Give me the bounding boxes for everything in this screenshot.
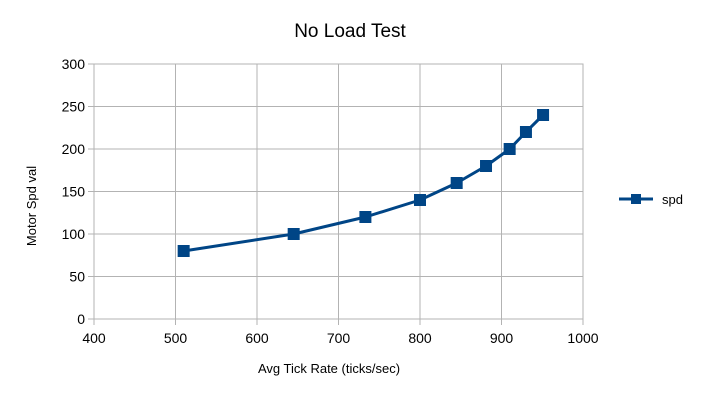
- data-point-marker: [414, 194, 426, 206]
- y-tick-label: 300: [62, 56, 86, 72]
- x-tick-label: 700: [327, 330, 351, 346]
- y-tick-label: 0: [77, 311, 85, 327]
- legend-marker: [631, 194, 641, 204]
- data-point-marker: [287, 228, 300, 240]
- data-point-marker: [359, 211, 372, 223]
- data-point-marker: [450, 177, 463, 189]
- x-tick-label: 500: [164, 330, 188, 346]
- x-tick-label: 600: [245, 330, 269, 346]
- tick-labels: 0 50 100 150 200 250 300 400 500 600 700 800 900 1000: [62, 56, 599, 346]
- x-axis-title: Avg Tick Rate (ticks/sec): [258, 361, 400, 376]
- x-tick-label: 400: [82, 330, 106, 346]
- series-line-spd: [182, 113, 545, 253]
- data-point-marker: [519, 126, 532, 138]
- data-point-marker: [480, 160, 493, 172]
- y-tick-label: 50: [69, 269, 85, 285]
- y-axis-title: Motor Spd val: [24, 166, 39, 246]
- y-tick-label: 150: [62, 184, 86, 200]
- y-tick-label: 100: [62, 226, 86, 242]
- data-point-marker: [503, 143, 516, 155]
- gridlines: [93, 63, 584, 320]
- y-tick-label: 250: [62, 99, 86, 115]
- legend: spd: [619, 192, 683, 207]
- chart-title: No Load Test: [294, 21, 406, 42]
- x-tick-label: 800: [408, 330, 432, 346]
- data-point-marker: [177, 245, 190, 257]
- data-point-marker: [537, 109, 550, 121]
- y-tick-label: 200: [62, 141, 86, 157]
- x-tick-label: 1000: [567, 330, 598, 346]
- x-tick-label: 900: [490, 330, 514, 346]
- legend-label-spd: spd: [662, 192, 683, 207]
- series-layer: [177, 109, 550, 257]
